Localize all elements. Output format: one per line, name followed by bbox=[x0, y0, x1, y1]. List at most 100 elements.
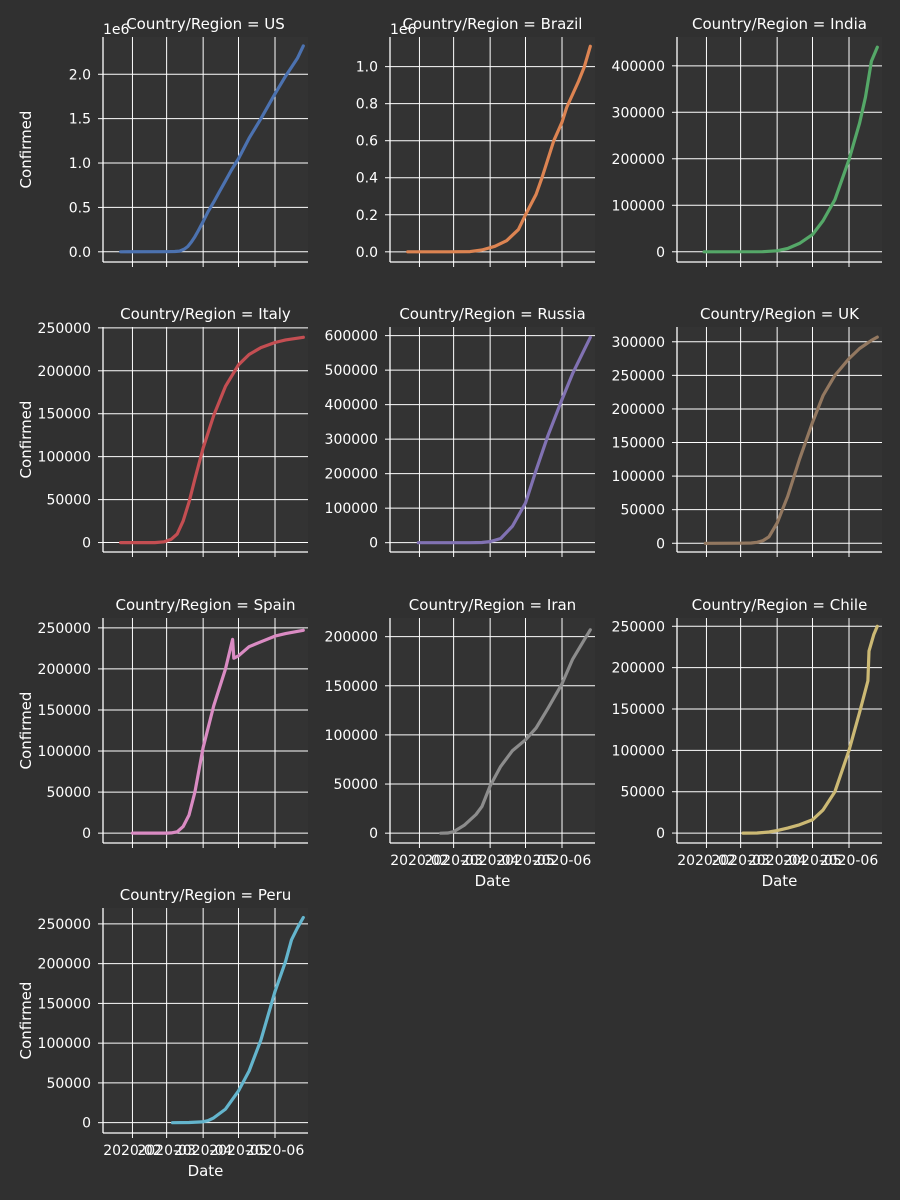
y-tick-label: 100000 bbox=[612, 743, 665, 759]
x-axis-label: Date bbox=[475, 872, 511, 890]
x-tick-label: 2020-05 bbox=[496, 853, 555, 869]
x-axis-label: Date bbox=[188, 1162, 224, 1180]
y-tick-label: 50000 bbox=[46, 1076, 91, 1092]
series-line bbox=[119, 335, 305, 545]
x-tick-label: 2020-03 bbox=[711, 853, 770, 869]
facet-panel: 0 50000 100000 150000 200000 250000 300000 Coun… bbox=[612, 305, 882, 557]
y-tick-label: 0 bbox=[369, 826, 378, 842]
y-tick-label: 150000 bbox=[38, 996, 91, 1012]
x-tick-label: 2020-05 bbox=[783, 853, 842, 869]
series-line bbox=[416, 335, 592, 545]
y-tick-label: 300000 bbox=[612, 105, 665, 121]
y-tick-label: 0.0 bbox=[69, 245, 91, 261]
y-tick-label: 0.5 bbox=[69, 200, 91, 216]
facet-panel: 0500001000001500002000002500002020-02202… bbox=[17, 886, 308, 1180]
x-tick-label: 2020-04 bbox=[174, 1143, 233, 1159]
x-tick-label: 2020-06 bbox=[533, 853, 592, 869]
y-tick-label: 1.0 bbox=[356, 60, 378, 76]
panel-title: Country/Region = Peru bbox=[120, 886, 292, 904]
x-tick-label: 2020-02 bbox=[103, 1143, 162, 1159]
x-tick-label: 2020-05 bbox=[209, 1143, 268, 1159]
y-tick-label: 2.0 bbox=[69, 67, 91, 83]
y-axis-label: Confirmed bbox=[17, 692, 35, 770]
y-tick-label: 150000 bbox=[38, 407, 91, 423]
y-tick-label: 0.2 bbox=[356, 208, 378, 224]
series-line bbox=[702, 45, 879, 254]
y-tick-label: 100000 bbox=[38, 450, 91, 466]
y-tick-label: 300000 bbox=[612, 335, 665, 351]
panel-background bbox=[103, 618, 308, 843]
panel-title: Country/Region = Iran bbox=[409, 596, 576, 614]
y-tick-label: 200000 bbox=[38, 364, 91, 380]
y-tick-label: 200000 bbox=[612, 402, 665, 418]
y-tick-label: 100000 bbox=[325, 728, 378, 744]
x-tick-label: 2020-03 bbox=[137, 1143, 196, 1159]
x-tick-label: 2020-02 bbox=[390, 853, 449, 869]
panel-title: Country/Region = Chile bbox=[692, 596, 868, 614]
y-tick-label: 150000 bbox=[612, 436, 665, 452]
series-line bbox=[406, 44, 592, 254]
panel-title: Country/Region = Brazil bbox=[403, 15, 583, 33]
y-tick-label: 50000 bbox=[620, 503, 665, 519]
y-tick-label: 500000 bbox=[325, 363, 378, 379]
facet-panel: 0 100000 200000 300000 400000 500000 600000 Cou… bbox=[325, 305, 595, 557]
y-tick-label: 250000 bbox=[612, 368, 665, 384]
axis-offset-label: 1e6 bbox=[103, 22, 130, 38]
panel-title: Country/Region = Russia bbox=[399, 305, 585, 323]
y-tick-label: 200000 bbox=[38, 957, 91, 973]
y-axis-label: Confirmed bbox=[17, 982, 35, 1060]
facet-panel: 0 50000 100000 150000 200000 250000 Country/Re… bbox=[17, 305, 308, 557]
x-tick-label: 2020-06 bbox=[820, 853, 879, 869]
y-tick-label: 0 bbox=[656, 826, 665, 842]
y-tick-label: 200000 bbox=[612, 661, 665, 677]
y-tick-label: 150000 bbox=[38, 703, 91, 719]
y-tick-label: 400000 bbox=[325, 398, 378, 414]
series-line bbox=[439, 628, 592, 835]
y-tick-label: 1.0 bbox=[69, 156, 91, 172]
facet-panel: 0 50000 100000 150000 200000 250000 Country/Re… bbox=[17, 596, 308, 848]
y-tick-label: 400000 bbox=[612, 59, 665, 75]
y-tick-label: 150000 bbox=[612, 702, 665, 718]
y-tick-label: 100000 bbox=[38, 1036, 91, 1052]
y-tick-label: 0 bbox=[656, 245, 665, 261]
y-tick-label: 250000 bbox=[38, 321, 91, 337]
panel-title: Country/Region = Spain bbox=[115, 596, 295, 614]
y-tick-label: 100000 bbox=[38, 744, 91, 760]
x-tick-label: 2020-04 bbox=[748, 853, 807, 869]
y-tick-label: 0 bbox=[82, 536, 91, 552]
series-line bbox=[119, 44, 305, 254]
series-line bbox=[741, 624, 879, 835]
y-tick-label: 250000 bbox=[38, 917, 91, 933]
panel-title: Country/Region = US bbox=[126, 15, 285, 33]
panel-title: Country/Region = India bbox=[692, 15, 867, 33]
y-tick-label: 0 bbox=[656, 536, 665, 552]
x-axis-label: Date bbox=[762, 872, 798, 890]
facet-panel: 0.0 0.2 0.4 0.6 0.8 1.0 Country/Region = Brazi… bbox=[356, 15, 595, 267]
y-axis-label: Confirmed bbox=[17, 401, 35, 479]
y-tick-label: 100000 bbox=[612, 198, 665, 214]
panel-title: Country/Region = UK bbox=[700, 305, 860, 323]
y-tick-label: 100000 bbox=[612, 469, 665, 485]
x-tick-label: 2020-06 bbox=[246, 1143, 305, 1159]
y-tick-label: 200000 bbox=[325, 630, 378, 646]
y-tick-label: 1.5 bbox=[69, 112, 91, 128]
y-tick-label: 50000 bbox=[46, 785, 91, 801]
y-axis-label: Confirmed bbox=[17, 111, 35, 189]
y-tick-label: 50000 bbox=[333, 777, 378, 793]
y-tick-label: 50000 bbox=[620, 785, 665, 801]
y-tick-label: 250000 bbox=[612, 619, 665, 635]
y-tick-label: 0 bbox=[369, 536, 378, 552]
y-tick-label: 250000 bbox=[38, 621, 91, 637]
panel-background bbox=[103, 37, 308, 262]
y-tick-label: 150000 bbox=[325, 679, 378, 695]
y-tick-label: 0 bbox=[82, 1116, 91, 1132]
panel-background bbox=[390, 37, 595, 262]
y-tick-label: 200000 bbox=[38, 662, 91, 678]
series-line bbox=[130, 628, 305, 835]
facet-panel: 0500001000001500002000002500002020-02202… bbox=[612, 596, 882, 890]
y-tick-label: 0.6 bbox=[356, 134, 378, 150]
facet-panel: 0500001000001500002000002020-022020-0320… bbox=[325, 596, 595, 890]
